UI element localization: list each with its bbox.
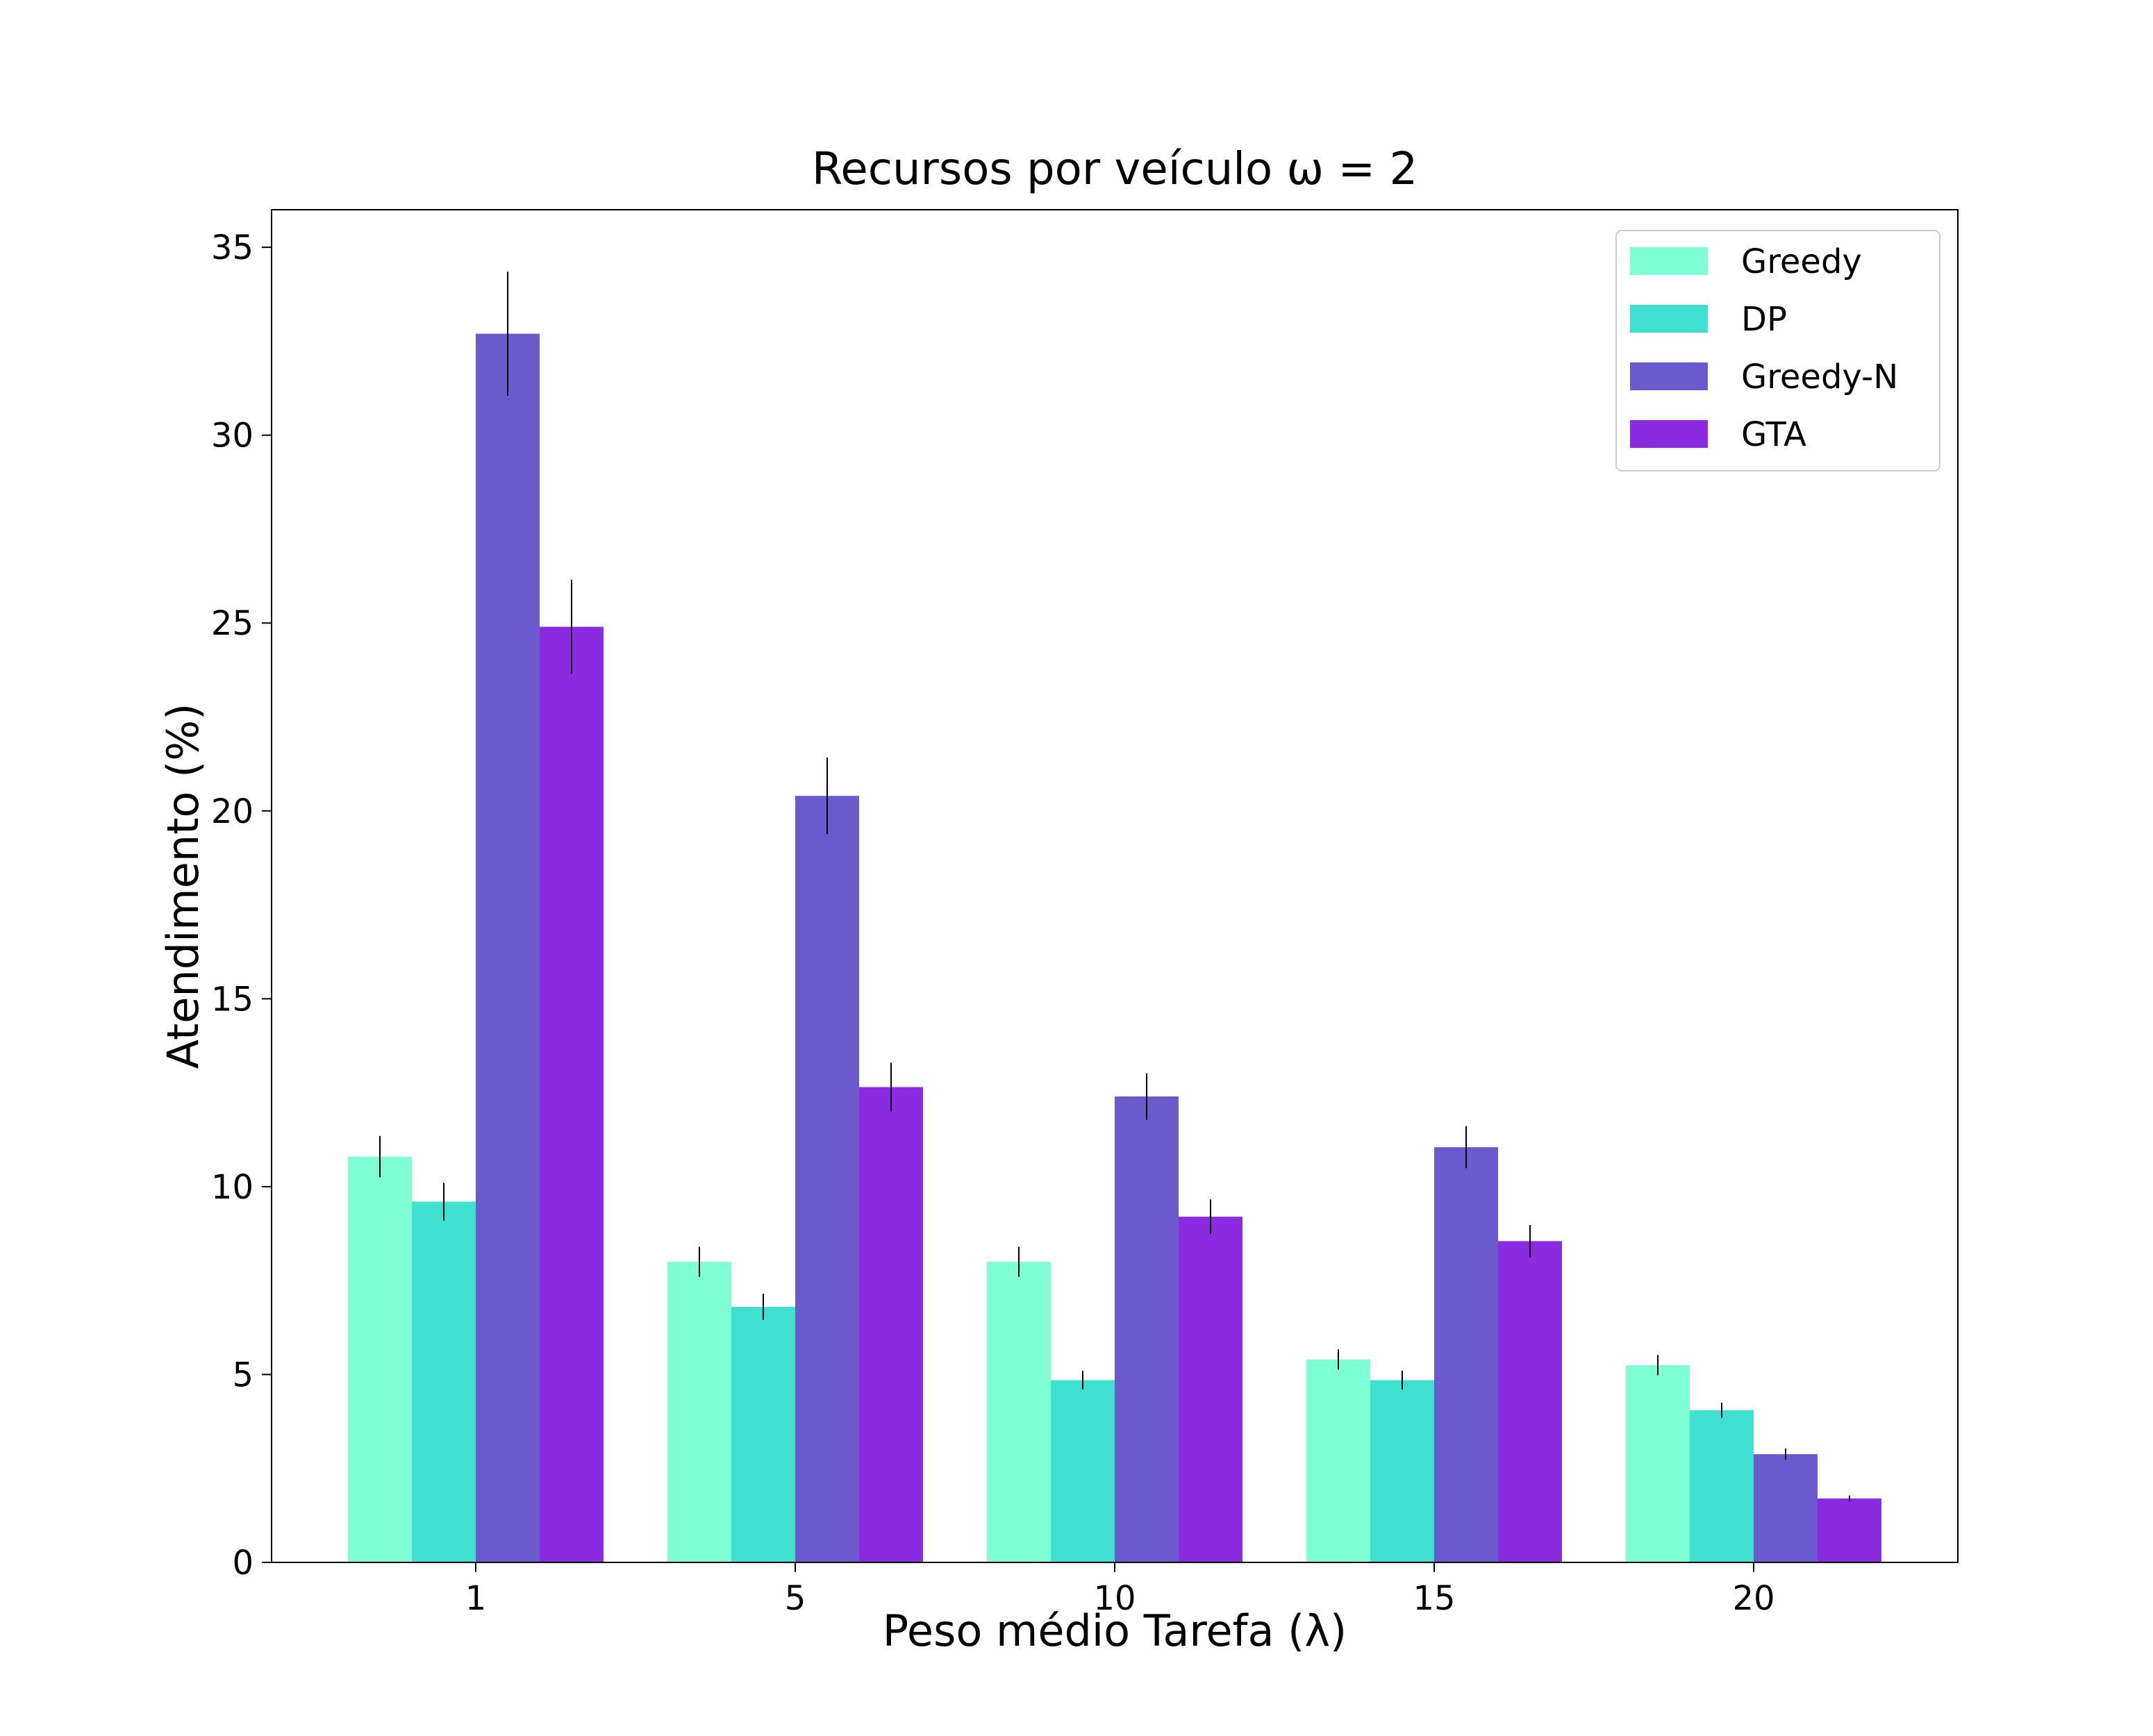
bar-dp-5 bbox=[731, 1307, 795, 1562]
bar-dp-15 bbox=[1370, 1380, 1434, 1562]
legend-swatch-greedy bbox=[1630, 247, 1708, 275]
x-axis-label: Peso médio Tarefa (λ) bbox=[883, 1605, 1347, 1656]
bar-greedy-n-15 bbox=[1434, 1147, 1498, 1562]
y-tick-label: 0 bbox=[232, 1544, 253, 1583]
bar-greedy-n-10 bbox=[1115, 1096, 1179, 1562]
legend-swatch-greedy-n bbox=[1630, 362, 1708, 390]
bar-gta-20 bbox=[1818, 1499, 1881, 1562]
legend-label: GTA bbox=[1741, 415, 1806, 454]
y-axis: 0 5 10 15 20 25 30 35 bbox=[211, 228, 272, 1583]
x-tick-label: 5 bbox=[785, 1579, 806, 1618]
x-axis: 1 5 10 15 20 bbox=[465, 1562, 1775, 1618]
y-tick-label: 15 bbox=[211, 980, 253, 1019]
chart-title: Recursos por veículo ω = 2 bbox=[812, 144, 1418, 195]
legend: Greedy DP Greedy-N GTA bbox=[1615, 230, 1940, 471]
legend-label: Greedy-N bbox=[1741, 358, 1898, 397]
bar-greedy-10 bbox=[987, 1262, 1051, 1562]
y-tick-label: 30 bbox=[211, 417, 253, 456]
y-tick-label: 35 bbox=[211, 228, 253, 267]
y-tick-label: 10 bbox=[211, 1168, 253, 1207]
bar-gta-5 bbox=[859, 1087, 923, 1562]
bar-gta-1 bbox=[540, 626, 604, 1563]
bar-greedy-15 bbox=[1306, 1359, 1370, 1562]
bar-greedy-5 bbox=[667, 1262, 731, 1562]
x-tick-label: 1 bbox=[465, 1579, 487, 1618]
bar-greedy-1 bbox=[348, 1156, 412, 1562]
y-tick-label: 20 bbox=[211, 792, 253, 831]
bar-greedy-n-20 bbox=[1754, 1454, 1818, 1562]
bar-dp-20 bbox=[1690, 1410, 1754, 1562]
y-axis-label: Atendimento (%) bbox=[158, 703, 208, 1069]
bar-greedy-n-1 bbox=[476, 333, 540, 1563]
legend-label: Greedy bbox=[1741, 242, 1862, 281]
y-tick-label: 25 bbox=[211, 604, 253, 643]
bar-gta-10 bbox=[1179, 1217, 1242, 1562]
legend-swatch-gta bbox=[1630, 420, 1708, 448]
legend-swatch-dp bbox=[1630, 305, 1708, 333]
x-tick-label: 15 bbox=[1413, 1579, 1455, 1618]
x-tick-label: 10 bbox=[1093, 1579, 1136, 1618]
y-tick-label: 5 bbox=[232, 1355, 253, 1394]
bar-dp-10 bbox=[1051, 1380, 1115, 1562]
plot-area bbox=[348, 272, 1881, 1563]
bar-greedy-20 bbox=[1626, 1364, 1690, 1562]
bar-gta-15 bbox=[1498, 1241, 1562, 1562]
bar-dp-1 bbox=[412, 1201, 476, 1562]
bar-greedy-n-5 bbox=[795, 796, 859, 1562]
legend-label: DP bbox=[1741, 300, 1787, 339]
legend-frame bbox=[1615, 230, 1940, 471]
x-tick-label: 20 bbox=[1732, 1579, 1774, 1618]
